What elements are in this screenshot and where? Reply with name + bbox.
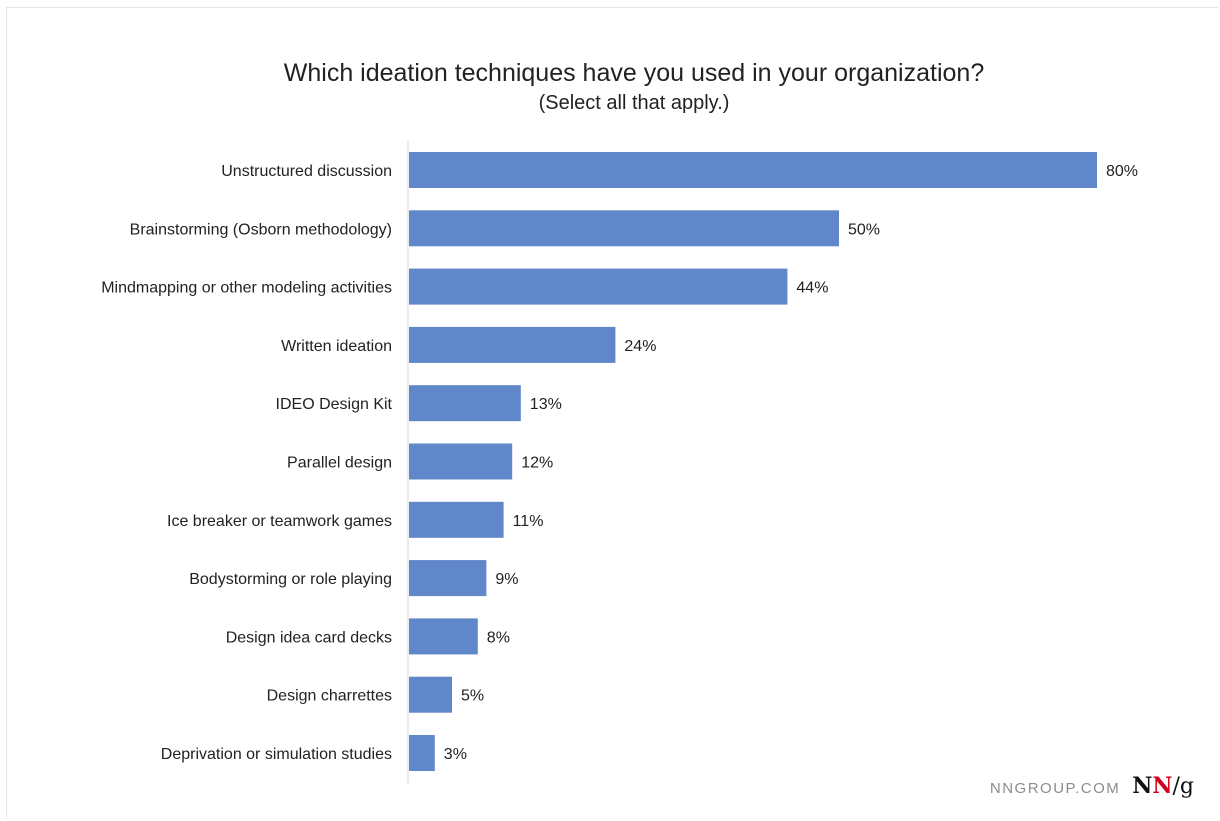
value-label: 9% bbox=[495, 571, 518, 588]
logo-letter-n2: N bbox=[1152, 773, 1173, 799]
bar bbox=[409, 501, 504, 538]
value-label: 50% bbox=[848, 221, 880, 238]
category-label: Ice breaker or teamwork games bbox=[167, 513, 392, 530]
category-label: Parallel design bbox=[287, 455, 392, 472]
bars-group: Unstructured discussion 80% Brainstorming … bbox=[101, 152, 1138, 771]
value-label: 8% bbox=[487, 629, 510, 646]
value-label: 24% bbox=[624, 338, 656, 355]
bar bbox=[409, 560, 487, 597]
bar bbox=[409, 676, 452, 713]
bar bbox=[409, 735, 435, 771]
value-label: 80% bbox=[1106, 163, 1138, 180]
bar bbox=[409, 152, 1097, 188]
logo-letter-g: g bbox=[1179, 774, 1194, 799]
category-label: IDEO Design Kit bbox=[276, 396, 393, 413]
category-label: Mindmapping or other modeling activities bbox=[101, 280, 392, 297]
chart-subtitle: (Select all that apply.) bbox=[539, 92, 730, 114]
chart-frame bbox=[6, 7, 1218, 819]
bar bbox=[409, 385, 521, 422]
category-label: Unstructured discussion bbox=[221, 163, 392, 180]
value-label: 44% bbox=[796, 280, 828, 297]
category-label: Design charrettes bbox=[267, 688, 392, 705]
category-label: Bodystorming or role playing bbox=[189, 571, 392, 588]
logo-letter-n1: N bbox=[1132, 773, 1153, 799]
category-label: Brainstorming (Osborn methodology) bbox=[130, 221, 392, 238]
category-label: Written ideation bbox=[281, 338, 392, 355]
value-label: 12% bbox=[521, 455, 553, 472]
bar bbox=[409, 326, 616, 363]
chart-title: Which ideation techniques have you used … bbox=[284, 59, 984, 87]
category-label: Design idea card decks bbox=[226, 629, 392, 646]
watermark-site-text: NNGROUP.COM bbox=[989, 780, 1121, 797]
category-label: Deprivation or simulation studies bbox=[161, 746, 392, 763]
bar bbox=[409, 268, 788, 305]
logo-slash: / bbox=[1172, 774, 1180, 799]
value-label: 11% bbox=[513, 513, 544, 530]
value-label: 3% bbox=[444, 746, 467, 763]
bar bbox=[409, 443, 513, 480]
value-label: 5% bbox=[461, 688, 484, 705]
bar bbox=[409, 210, 839, 247]
nng-logo: NN/g bbox=[1132, 773, 1194, 799]
watermark: NNGROUP.COM NN/g bbox=[990, 773, 1194, 799]
bar bbox=[409, 618, 478, 655]
value-label: 13% bbox=[530, 396, 562, 413]
